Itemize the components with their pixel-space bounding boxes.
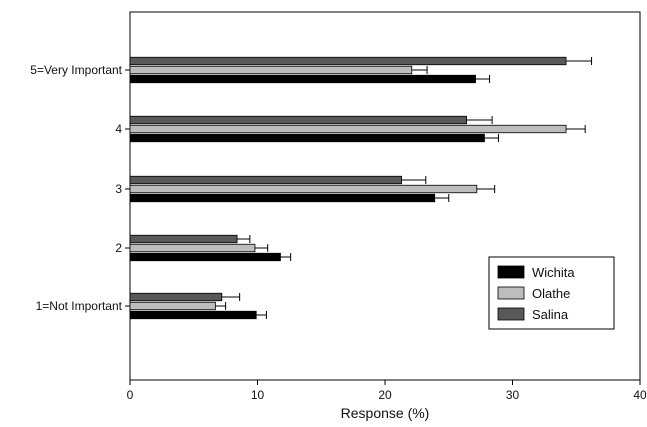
x-tick-label-0: 0	[127, 388, 134, 402]
bar-salina-3	[129, 115, 468, 125]
bar-olathe-0	[129, 301, 216, 311]
y-tick-label-3: 4	[115, 122, 122, 136]
y-axis: 1=Not Important 2 3 4 5=Very Important	[30, 63, 130, 313]
legend-label-olathe: Olathe	[532, 286, 570, 301]
x-tick-label-4: 40	[633, 388, 647, 402]
bar-wichita-4	[129, 74, 476, 84]
x-tick-label-2: 20	[378, 388, 392, 402]
legend: Wichita Olathe Salina	[488, 256, 615, 330]
x-axis-label: Response (%)	[341, 405, 430, 421]
bar-wichita-3	[129, 133, 485, 143]
y-tick-label-1: 2	[115, 241, 122, 255]
legend-label-salina: Salina	[532, 307, 569, 322]
bar-salina-2	[129, 175, 402, 185]
bars-layer	[129, 56, 593, 320]
x-axis: 0 10 20 30 40	[127, 380, 647, 402]
bar-olathe-3	[129, 124, 567, 134]
bar-salina-0	[129, 292, 223, 302]
bar-olathe-1	[129, 243, 256, 253]
bar-wichita-1	[129, 252, 281, 262]
y-tick-label-0: 1=Not Important	[36, 299, 123, 313]
y-tick-label-2: 3	[115, 182, 122, 196]
bar-salina-4	[129, 56, 567, 66]
bar-wichita-2	[129, 193, 436, 203]
legend-swatch-wichita	[497, 265, 525, 279]
legend-swatch-olathe	[497, 286, 525, 300]
bar-wichita-0	[129, 310, 257, 320]
bar-salina-1	[129, 234, 238, 244]
y-tick-label-4: 5=Very Important	[30, 63, 122, 77]
legend-swatch-salina	[497, 307, 525, 321]
bar-olathe-2	[129, 184, 478, 194]
x-tick-label-1: 10	[251, 388, 265, 402]
legend-label-wichita: Wichita	[532, 265, 575, 280]
bar-olathe-4	[129, 65, 413, 75]
x-tick-label-3: 30	[506, 388, 520, 402]
